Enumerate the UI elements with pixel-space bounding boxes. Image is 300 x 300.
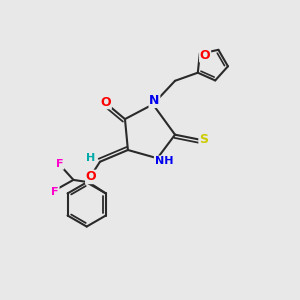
Text: H: H [86, 153, 95, 163]
Text: O: O [200, 49, 210, 62]
Text: S: S [199, 133, 208, 146]
Text: N: N [149, 94, 160, 107]
Text: NH: NH [154, 156, 173, 166]
Text: O: O [86, 170, 96, 183]
Text: O: O [100, 95, 111, 109]
Text: F: F [56, 159, 64, 169]
Text: F: F [51, 187, 59, 197]
